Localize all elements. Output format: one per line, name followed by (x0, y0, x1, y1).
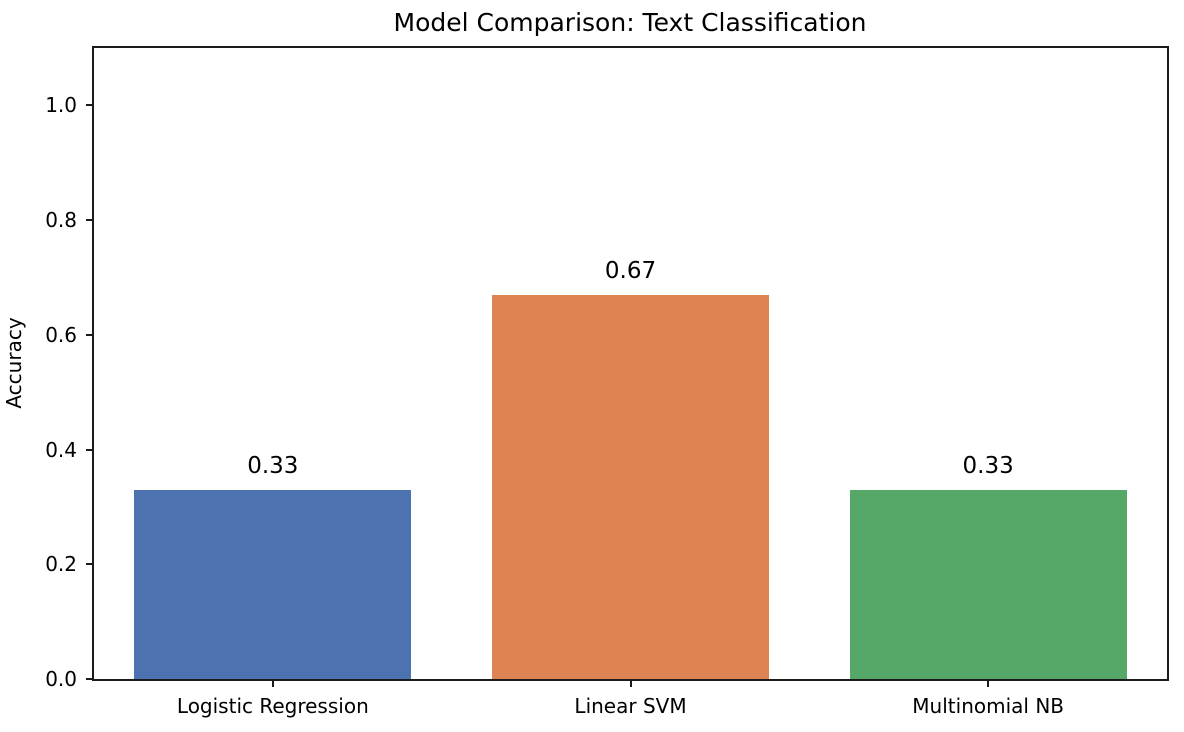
y-tick-mark (86, 448, 94, 451)
y-tick-label: 0.8 (45, 208, 77, 233)
y-tick-label: 0.0 (45, 667, 77, 691)
y-tick-mark (86, 333, 94, 336)
bar-value-label: 0.33 (962, 452, 1014, 479)
y-tick-mark (86, 104, 94, 107)
plot-area: 0.0 0.2 0.4 0.6 0.8 1.0 Logistic Regression Li… (45, 46, 1169, 718)
bar-logistic-regression (134, 489, 412, 679)
y-tick-label: 0.2 (45, 552, 77, 577)
x-tick-label-logistic-regression: Logistic Regression (176, 694, 369, 718)
y-tick-label: 0.6 (45, 322, 77, 347)
x-tick-mark (987, 679, 990, 687)
y-tick-mark (86, 678, 94, 680)
bar-value-label: 0.67 (604, 257, 657, 284)
y-tick-mark (86, 563, 94, 566)
y-tick-mark (86, 219, 94, 222)
bar-linear-svm (491, 294, 770, 679)
y-tick-label: 0.4 (45, 437, 77, 462)
x-tick-label-multinomial-nb: Multinomial NB (912, 694, 1065, 718)
x-tick-mark (271, 679, 274, 687)
y-axis-label: Accuracy (2, 317, 26, 409)
bar-multinomial-nb (849, 489, 1127, 679)
y-tick-label: 1.0 (45, 93, 77, 118)
chart-title: Model Comparison: Text Classification (393, 8, 867, 37)
bar-value-label: 0.33 (247, 452, 299, 479)
x-tick-label-linear-svm: Linear SVM (574, 694, 687, 718)
x-tick-mark (629, 679, 632, 687)
